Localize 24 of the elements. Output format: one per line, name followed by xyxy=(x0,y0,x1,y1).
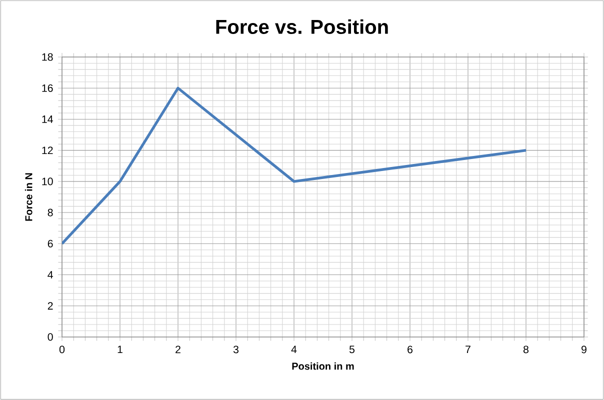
x-axis-title: Position in m xyxy=(292,362,354,370)
x-tick-label: 2 xyxy=(176,346,180,354)
x-tick-label: 9 xyxy=(582,346,586,354)
x-tick-label: 1 xyxy=(118,346,122,354)
y-tick-label: 8 xyxy=(48,208,53,216)
x-tick-label: 7 xyxy=(466,346,470,354)
x-tick-label: 8 xyxy=(523,346,528,354)
y-tick-label: 0 xyxy=(48,333,53,341)
y-tick-label: 2 xyxy=(48,302,53,310)
x-tick-label: 4 xyxy=(291,346,297,354)
y-tick-label: 6 xyxy=(48,240,53,248)
y-axis-title: Force in N xyxy=(24,173,32,221)
y-tick-label: 12 xyxy=(42,146,53,154)
y-tick-label: 4 xyxy=(48,271,53,278)
chart-title: Force vs. Position xyxy=(216,19,388,34)
y-tick-label: 10 xyxy=(42,178,53,186)
y-tick-label: 18 xyxy=(42,53,53,61)
x-tick-label: 3 xyxy=(233,346,238,354)
x-tick-label: 0 xyxy=(59,346,65,354)
y-tick-label: 16 xyxy=(42,84,53,92)
line-series xyxy=(62,86,528,245)
y-tick-label: 14 xyxy=(42,116,53,123)
x-tick-label: 6 xyxy=(408,346,412,354)
x-tick-label: 5 xyxy=(349,346,355,354)
